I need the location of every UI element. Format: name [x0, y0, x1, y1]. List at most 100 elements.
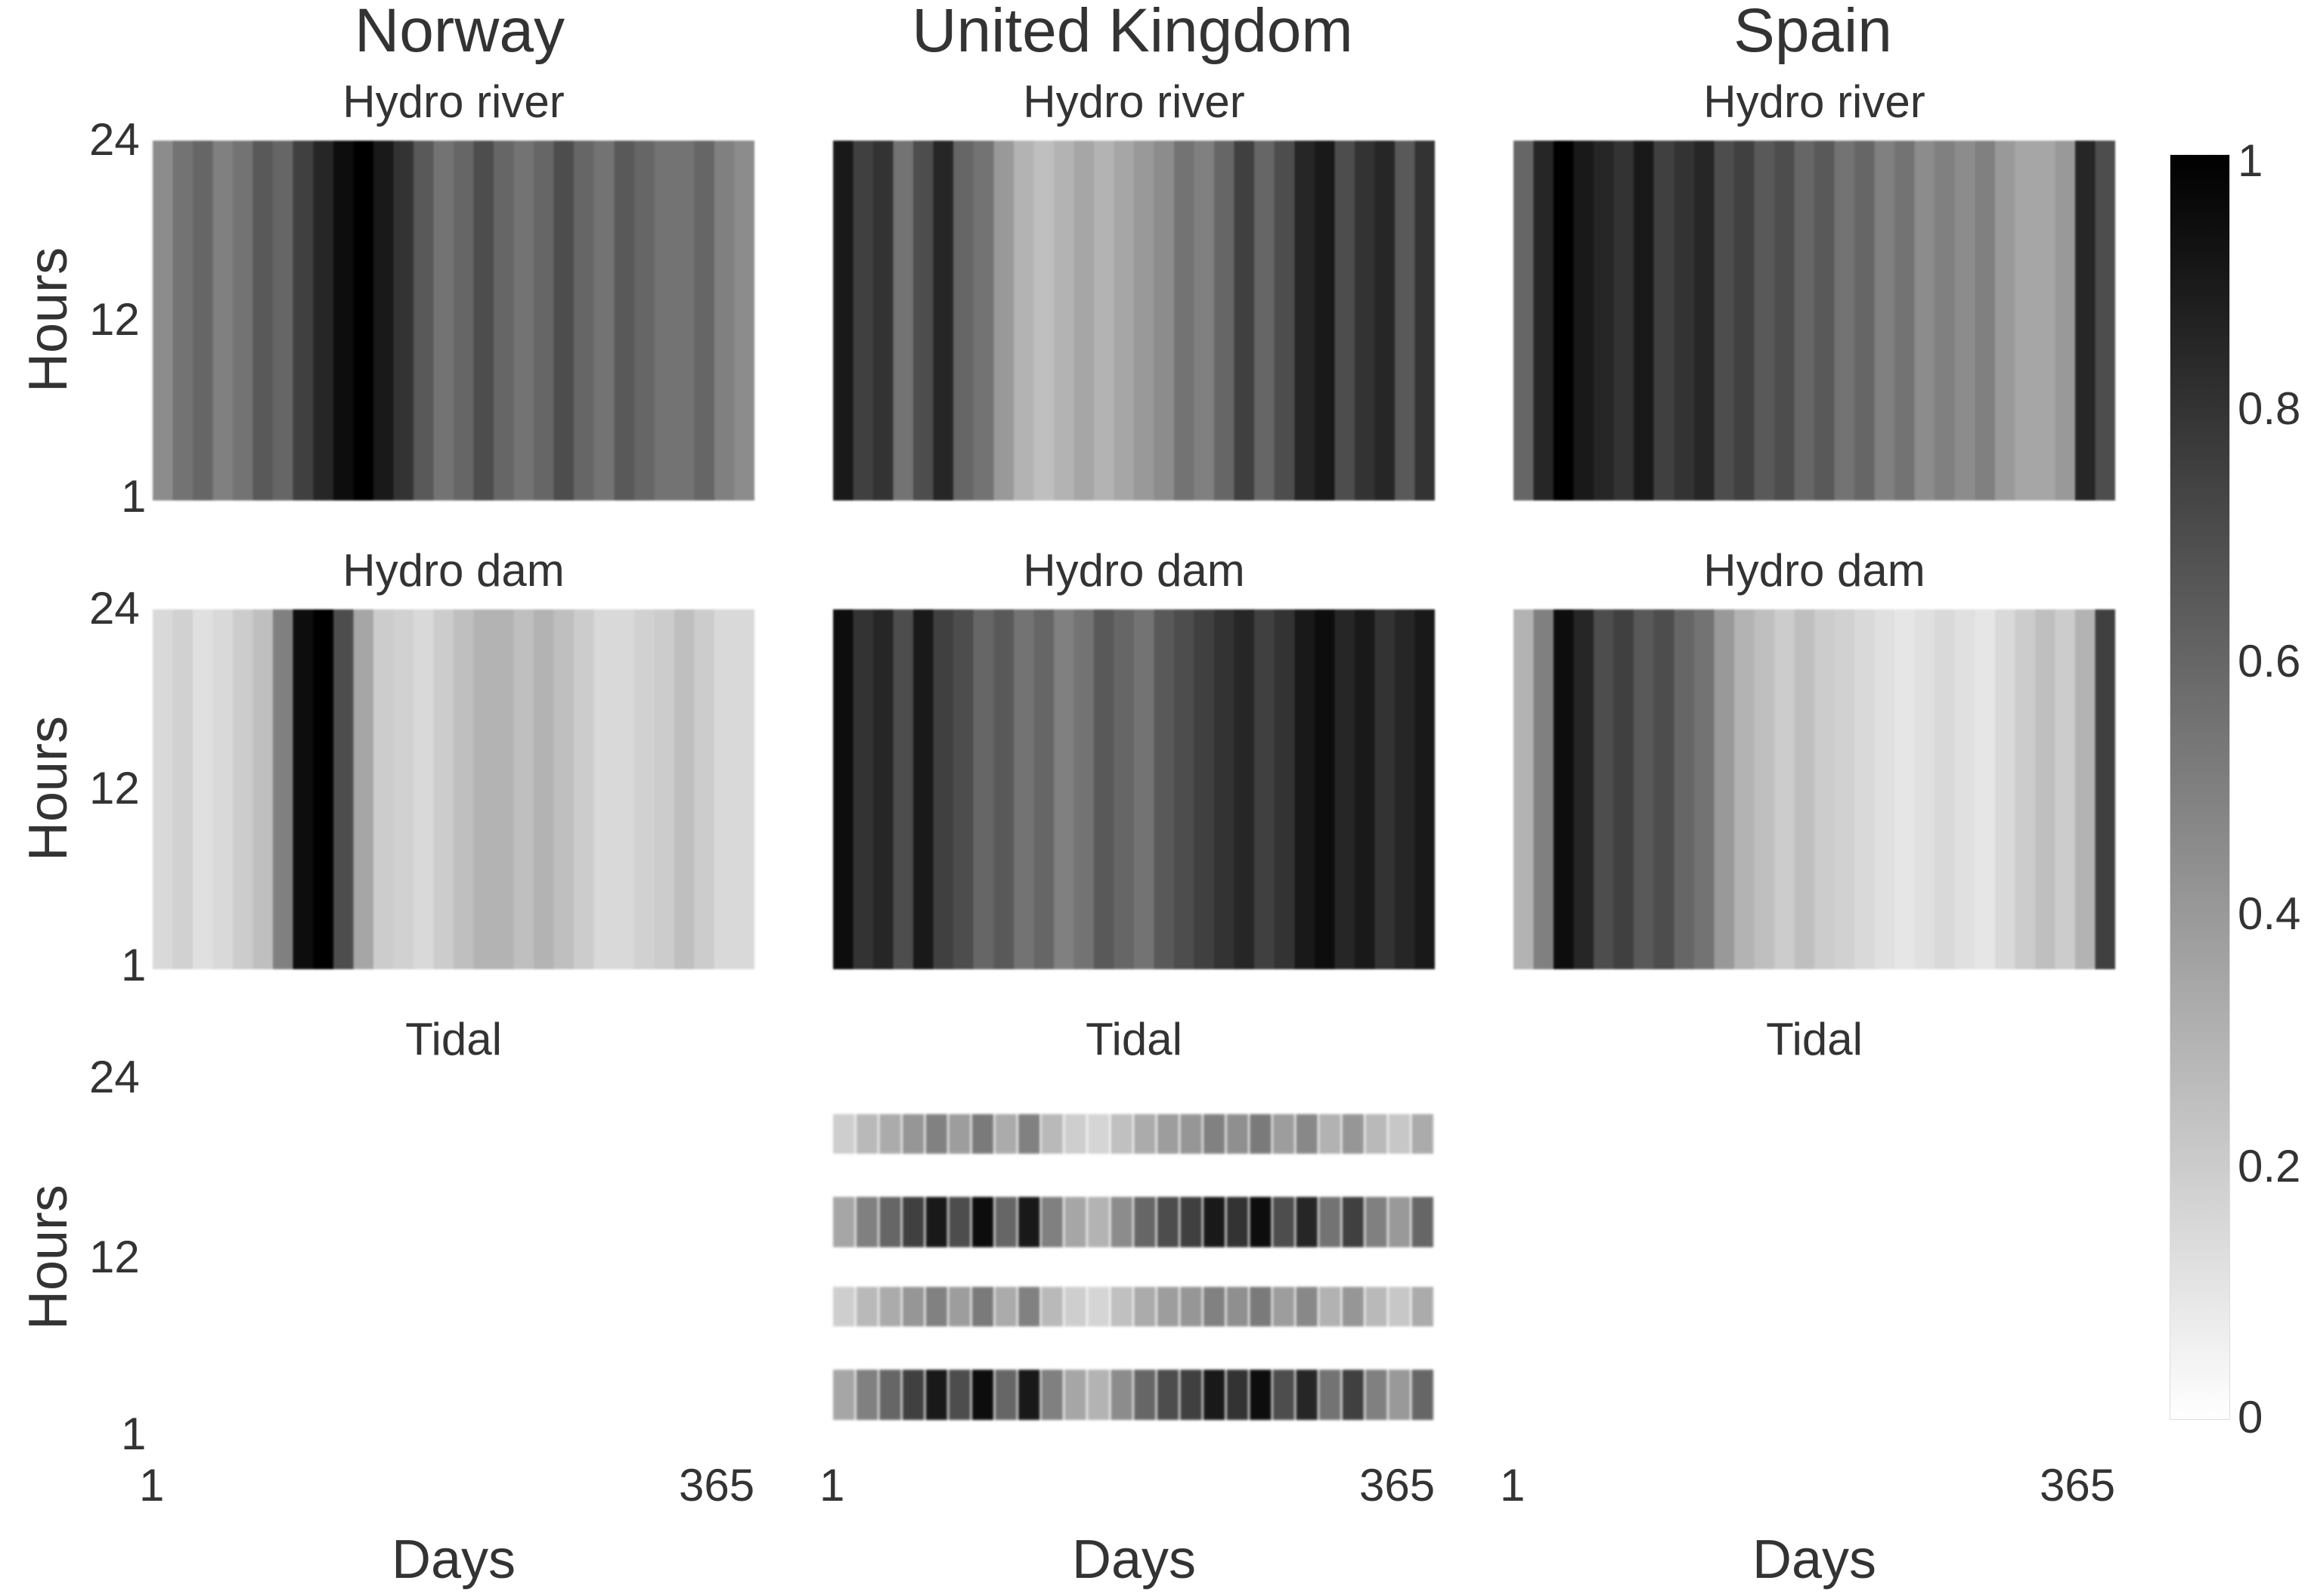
tidal-cell [856, 1369, 878, 1421]
tidal-cell [995, 1197, 1017, 1247]
tidal-cell [1226, 1287, 1249, 1327]
tidal-cell [1157, 1287, 1179, 1327]
tidal-cell [1203, 1114, 1225, 1154]
tidal-cell [1318, 1197, 1341, 1247]
tidal-cell [856, 1287, 878, 1327]
heatmap-spain-hydro-river [1513, 141, 2115, 500]
tidal-cell [1342, 1369, 1365, 1421]
panel-title-1-1: Hydro river [342, 76, 565, 127]
heatmap-united-kingdom-hydro-dam [833, 609, 1435, 969]
tidal-cell [1064, 1114, 1086, 1154]
tidal-cell [1226, 1114, 1249, 1154]
y-axis-label-row-3: Hours [18, 1184, 79, 1331]
tidal-cell [1087, 1197, 1110, 1247]
tidal-cell [1296, 1369, 1318, 1421]
tidal-cell [902, 1369, 925, 1421]
tidal-cell [971, 1197, 994, 1247]
tidal-cell [949, 1114, 971, 1154]
tidal-cell [925, 1197, 948, 1247]
tidal-cell [833, 1197, 855, 1247]
x-tick-365-col-2: 365 [1359, 1460, 1436, 1511]
tidal-cell [1157, 1369, 1179, 1421]
tidal-cell [1134, 1197, 1156, 1247]
tidal-cell [1272, 1197, 1295, 1247]
tidal-cell [1388, 1287, 1411, 1327]
panel-title-1-2: Hydro river [1023, 76, 1245, 127]
tidal-cell [856, 1114, 878, 1154]
tidal-cell [1134, 1114, 1156, 1154]
tidal-cell [1365, 1369, 1387, 1421]
tidal-cell [1250, 1114, 1272, 1154]
tidal-cell [833, 1114, 855, 1154]
tidal-cell [879, 1114, 901, 1154]
tidal-cell [1365, 1114, 1387, 1154]
panel-title-3-1: Tidal [405, 1014, 502, 1065]
heatmap-united-kingdom-hydro-river [833, 141, 1435, 500]
tidal-cell [1226, 1197, 1249, 1247]
tidal-cell [1226, 1369, 1249, 1421]
panel-title-3-3: Tidal [1766, 1014, 1863, 1065]
colorbar-tick-0.8: 0.8 [2238, 383, 2301, 434]
tidal-cell [995, 1369, 1017, 1421]
tidal-cell [833, 1369, 855, 1421]
y-tick-1-row-1: 1 [121, 471, 147, 522]
tidal-cell [949, 1287, 971, 1327]
tidal-cell [1342, 1197, 1365, 1247]
tidal-cell [1064, 1197, 1086, 1247]
x-axis-label-col-3: Days [1752, 1529, 1877, 1590]
tidal-cell [1111, 1197, 1132, 1247]
heatmap-norway-tidal [153, 1078, 754, 1438]
tidal-cell [949, 1197, 971, 1247]
tidal-cell [1111, 1287, 1132, 1327]
tidal-cell [1388, 1197, 1411, 1247]
heatmap-spain-hydro-dam [1513, 609, 2115, 969]
tidal-cell [1180, 1287, 1202, 1327]
panel-title-2-3: Hydro dam [1703, 545, 1925, 596]
tidal-cell [1018, 1369, 1040, 1421]
tidal-cell [1018, 1197, 1040, 1247]
tidal-cell [925, 1369, 948, 1421]
tidal-cell [1203, 1197, 1225, 1247]
column-title-united-kingdom: United Kingdom [912, 0, 1353, 65]
tidal-cell [1180, 1369, 1202, 1421]
tidal-cell [1411, 1369, 1433, 1421]
colorbar-tick-0.2: 0.2 [2238, 1141, 2301, 1192]
tidal-cell [879, 1197, 901, 1247]
tidal-cell [1272, 1287, 1295, 1327]
heatmap-norway-hydro-dam [153, 609, 754, 969]
tidal-cell [1250, 1369, 1272, 1421]
panel-title-2-1: Hydro dam [342, 545, 565, 596]
tidal-cell [1134, 1369, 1156, 1421]
x-axis-label-col-2: Days [1071, 1529, 1197, 1590]
tidal-cell [1411, 1197, 1433, 1247]
tidal-cell [902, 1287, 925, 1327]
tidal-cell [1296, 1114, 1318, 1154]
tidal-cell [1250, 1197, 1272, 1247]
tidal-cell [1318, 1114, 1341, 1154]
tidal-cell [879, 1287, 901, 1327]
y-tick-12-row-1: 12 [89, 294, 140, 345]
panel-title-2-2: Hydro dam [1023, 545, 1245, 596]
tidal-cell [1411, 1114, 1433, 1154]
tidal-cell [1250, 1287, 1272, 1327]
panel-title-3-2: Tidal [1086, 1014, 1182, 1065]
y-axis-label-row-1: Hours [18, 246, 79, 393]
tidal-pattern [833, 1114, 1433, 1421]
tidal-cell [1365, 1287, 1387, 1327]
heatmap-norway-hydro-river [153, 141, 754, 500]
heatmap-united-kingdom-tidal [833, 1078, 1435, 1438]
tidal-cell [879, 1369, 901, 1421]
tidal-cell [1272, 1114, 1295, 1154]
tidal-cell [1342, 1114, 1365, 1154]
tidal-cell [902, 1197, 925, 1247]
y-tick-24-row-3: 24 [89, 1052, 140, 1102]
colorbar-tick-1: 1 [2238, 135, 2263, 186]
tidal-cell [995, 1287, 1017, 1327]
tidal-cell [995, 1114, 1017, 1154]
tidal-cell [1318, 1369, 1341, 1421]
tidal-cell [833, 1287, 855, 1327]
panel-title-1-3: Hydro river [1703, 76, 1925, 127]
tidal-cell [1111, 1369, 1132, 1421]
tidal-cell [1157, 1114, 1179, 1154]
